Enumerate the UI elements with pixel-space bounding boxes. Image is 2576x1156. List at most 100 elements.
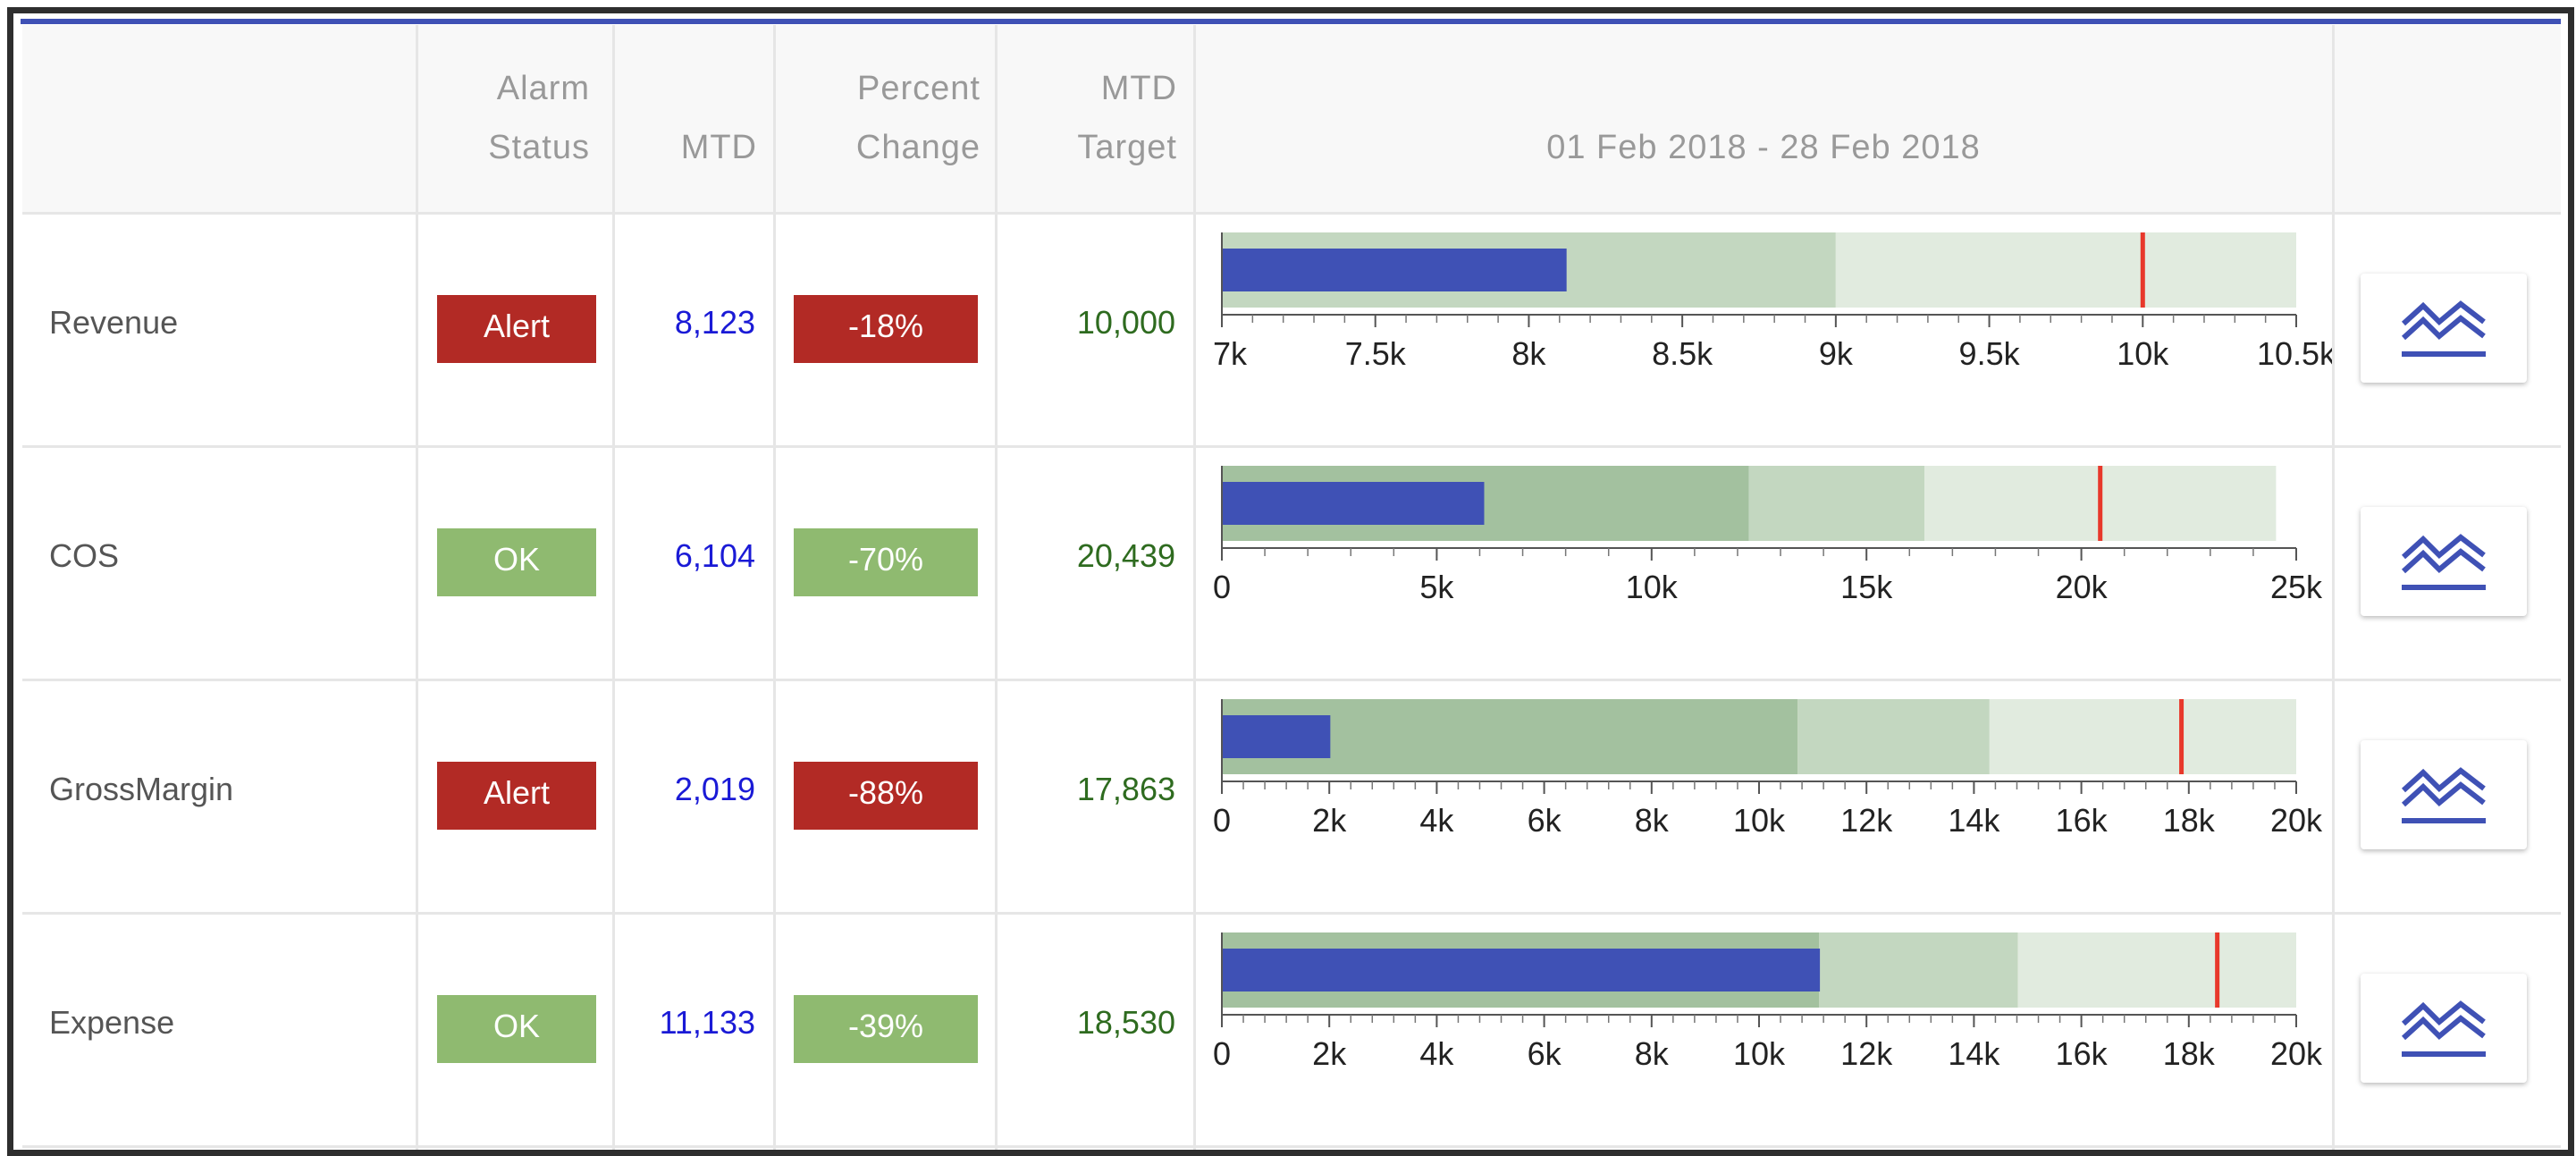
trend-button[interactable] bbox=[2361, 274, 2527, 383]
actual-bar bbox=[1222, 482, 1485, 525]
row-name-cos: COS bbox=[49, 537, 120, 574]
tick-label: 14k bbox=[1948, 1035, 2000, 1072]
row-name-grossmargin: GrossMargin bbox=[49, 771, 234, 807]
actual-bar bbox=[1222, 949, 1821, 991]
tick-label: 4k bbox=[1419, 802, 1454, 839]
tick-label: 18k bbox=[2163, 802, 2216, 839]
row-name-expense: Expense bbox=[49, 1004, 175, 1041]
target-marker bbox=[2179, 699, 2185, 774]
tick-label: 8k bbox=[1635, 1035, 1670, 1072]
accent-line bbox=[21, 19, 2561, 24]
range-band bbox=[1748, 466, 1925, 541]
column-divider bbox=[1193, 25, 1196, 1150]
tick-label: 9.5k bbox=[1959, 335, 2021, 372]
header-alarm-line2: Status bbox=[488, 129, 590, 166]
mtd-target-value: 17,863 bbox=[1076, 771, 1175, 807]
range-band bbox=[1797, 699, 1990, 774]
mtd-value: 11,133 bbox=[659, 1004, 755, 1041]
tick-label: 18k bbox=[2163, 1035, 2216, 1072]
mtd-value: 6,104 bbox=[674, 537, 755, 574]
tick-label: 8.5k bbox=[1652, 335, 1713, 372]
kpi-table: Alarm Status MTD Percent Change MTD Targ… bbox=[22, 25, 2561, 1150]
tick-label: 15k bbox=[1840, 569, 1893, 605]
range-band bbox=[1835, 232, 2296, 308]
status-badge: OK bbox=[437, 528, 596, 596]
tick-label: 10k bbox=[1733, 1035, 1786, 1072]
mtd-target-value: 18,530 bbox=[1076, 1004, 1175, 1041]
tick-label: 6k bbox=[1528, 1035, 1562, 1072]
column-divider bbox=[612, 25, 615, 1150]
tick-label: 9k bbox=[1819, 335, 1854, 372]
bullet-chart-revenue: 7k 7.5k 8k 8.5k 9k 9.5k 10k 10.5k bbox=[1213, 232, 2332, 372]
tick-label: 14k bbox=[1948, 802, 2000, 839]
mtd-value: 8,123 bbox=[674, 304, 755, 341]
tick-label: 25k bbox=[2270, 569, 2323, 605]
tick-label: 12k bbox=[1840, 1035, 1893, 1072]
actual-bar bbox=[1222, 715, 1331, 758]
status-badge: Alert bbox=[437, 295, 596, 363]
trend-button[interactable] bbox=[2361, 974, 2527, 1083]
row-divider bbox=[22, 212, 2561, 215]
tick-label: 0 bbox=[1213, 802, 1231, 839]
tick-label: 5k bbox=[1419, 569, 1454, 605]
tick-label: 20k bbox=[2056, 569, 2109, 605]
tick-label: 0 bbox=[1213, 569, 1231, 605]
percent-change-badge: -70% bbox=[794, 528, 978, 596]
tick-label: 10.5k bbox=[2257, 335, 2332, 372]
tick-label: 10k bbox=[2117, 335, 2169, 372]
row-divider bbox=[22, 1145, 2561, 1148]
tick-label: 6k bbox=[1528, 802, 1562, 839]
header-percent-line2: Change bbox=[855, 129, 981, 166]
range-band bbox=[1989, 699, 2296, 774]
row-divider bbox=[22, 679, 2561, 681]
row-divider bbox=[22, 445, 2561, 448]
tick-label: 16k bbox=[2056, 802, 2109, 839]
column-divider bbox=[416, 25, 418, 1150]
range-band bbox=[2017, 932, 2296, 1008]
trend-button[interactable] bbox=[2361, 507, 2527, 616]
bullet-chart-expense: 0 2k 4k 6k 8k 10k 12k 14k 16k 18k 20k bbox=[1213, 932, 2323, 1072]
header-percent-line1: Percent bbox=[857, 70, 981, 107]
percent-change-badge: -39% bbox=[794, 995, 978, 1063]
header-alarm-status: Alarm Status bbox=[425, 59, 590, 177]
row-divider bbox=[22, 912, 2561, 915]
tick-label: 20k bbox=[2270, 802, 2323, 839]
header-target-line1: MTD bbox=[1100, 70, 1177, 107]
header-row bbox=[22, 25, 2561, 213]
trend-chart-icon bbox=[2401, 534, 2486, 590]
tick-label: 10k bbox=[1626, 569, 1679, 605]
bullet-chart-cos: 0 5k 10k 15k 20k 25k bbox=[1213, 466, 2323, 605]
period-label: 01 Feb 2018 - 28 Feb 2018 bbox=[1546, 129, 1981, 166]
column-divider bbox=[995, 25, 998, 1150]
header-target-line2: Target bbox=[1077, 129, 1177, 166]
trend-button[interactable] bbox=[2361, 740, 2527, 849]
bullet-chart-grossmargin: 0 2k 4k 6k 8k 10k 12k 14k 16k 18k 20k bbox=[1213, 699, 2323, 839]
target-marker bbox=[2098, 466, 2103, 541]
row-name-revenue: Revenue bbox=[49, 304, 179, 341]
tick-label: 8k bbox=[1511, 335, 1546, 372]
mtd-target-value: 10,000 bbox=[1076, 304, 1175, 341]
tick-label: 2k bbox=[1312, 1035, 1347, 1072]
header-mtd: MTD bbox=[680, 129, 757, 166]
tick-label: 12k bbox=[1840, 802, 1893, 839]
percent-change-badge: -18% bbox=[794, 295, 978, 363]
header-percent-change: Percent Change bbox=[782, 59, 981, 177]
actual-bar bbox=[1222, 249, 1567, 291]
dashboard-frame: Alarm Status MTD Percent Change MTD Targ… bbox=[7, 7, 2574, 1156]
tick-label: 16k bbox=[2056, 1035, 2109, 1072]
mtd-target-value: 20,439 bbox=[1076, 537, 1175, 574]
percent-change-badge: -88% bbox=[794, 762, 978, 830]
trend-chart-icon bbox=[2401, 767, 2486, 823]
tick-label: 7k bbox=[1213, 335, 1248, 372]
tick-label: 10k bbox=[1733, 802, 1786, 839]
trend-chart-icon bbox=[2401, 300, 2486, 357]
tick-label: 7.5k bbox=[1345, 335, 1407, 372]
status-badge: OK bbox=[437, 995, 596, 1063]
column-divider bbox=[773, 25, 776, 1150]
tick-label: 4k bbox=[1419, 1035, 1454, 1072]
range-band bbox=[1819, 932, 2018, 1008]
trend-chart-icon bbox=[2401, 1000, 2486, 1057]
header-mtd-target: MTD Target bbox=[1006, 59, 1177, 177]
column-divider bbox=[2332, 25, 2335, 1150]
mtd-value: 2,019 bbox=[674, 771, 755, 807]
